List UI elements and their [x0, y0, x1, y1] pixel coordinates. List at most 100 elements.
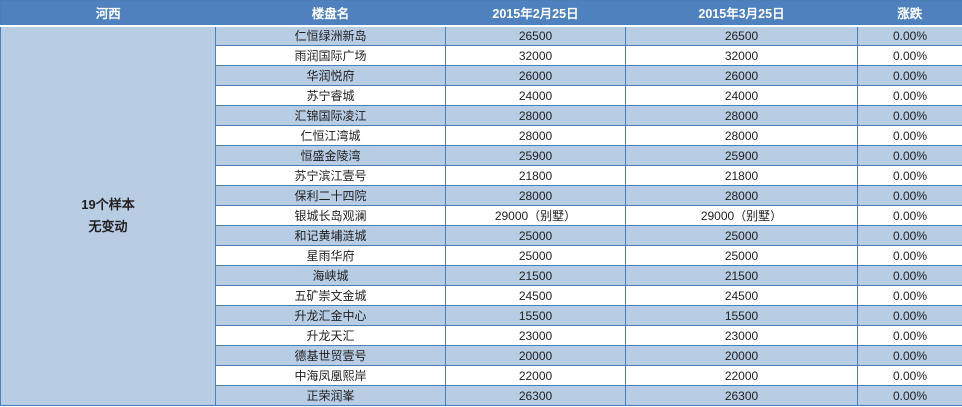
property-name-cell: 仁恒绿洲新岛 [215, 25, 446, 46]
price-mar-cell: 29000（别墅） [625, 205, 858, 226]
table-row: 恒盛金陵湾 25900 25900 0.00% [1, 145, 962, 166]
change-cell: 0.00% [857, 25, 962, 46]
header-date-feb: 2015年2月25日 [445, 0, 626, 27]
price-feb-cell: 32000 [445, 45, 626, 66]
price-feb-cell: 29000（别墅） [445, 205, 626, 226]
change-cell: 0.00% [857, 225, 962, 246]
property-name-cell: 恒盛金陵湾 [215, 145, 446, 166]
change-cell: 0.00% [857, 105, 962, 126]
header-change: 涨跌 [857, 0, 962, 27]
price-mar-cell: 32000 [625, 45, 858, 66]
header-region: 河西 [0, 0, 216, 27]
price-feb-cell: 26000 [445, 65, 626, 86]
table-row: 汇锦国际凌江 28000 28000 0.00% [1, 105, 962, 126]
price-feb-cell: 23000 [445, 325, 626, 346]
property-name-cell: 华润悦府 [215, 65, 446, 86]
region-summary-cell: 19个样本无变动 [0, 25, 216, 406]
change-cell: 0.00% [857, 245, 962, 266]
price-mar-cell: 24500 [625, 285, 858, 306]
price-feb-cell: 28000 [445, 125, 626, 146]
change-cell: 0.00% [857, 285, 962, 306]
price-mar-cell: 26500 [625, 25, 858, 46]
price-feb-cell: 25000 [445, 245, 626, 266]
price-feb-cell: 25000 [445, 225, 626, 246]
table-row: 19个样本 无变动 仁恒绿洲新岛 26500 26500 0.00% [0, 25, 962, 406]
change-cell: 0.00% [857, 265, 962, 286]
table-row: 升龙汇金中心 15500 15500 0.00% [1, 305, 962, 326]
property-name-cell: 升龙汇金中心 [215, 305, 446, 326]
price-feb-cell: 22000 [445, 365, 626, 386]
property-name-cell: 中海凤凰熙岸 [215, 365, 446, 386]
price-mar-cell: 24000 [625, 85, 858, 106]
property-name-cell: 升龙天汇 [215, 325, 446, 346]
price-mar-cell: 15500 [625, 305, 858, 326]
price-mar-cell: 28000 [625, 125, 858, 146]
price-mar-cell: 20000 [625, 345, 858, 366]
summary-line: 无变动 [88, 218, 128, 234]
change-cell: 0.00% [857, 365, 962, 386]
price-mar-cell: 22000 [625, 365, 858, 386]
property-name-cell: 苏宁睿城 [215, 85, 446, 106]
change-cell: 0.00% [857, 85, 962, 106]
change-cell: 0.00% [857, 185, 962, 206]
table-row: 雨润国际广场 32000 32000 0.00% [1, 45, 962, 66]
price-mar-cell: 25000 [625, 245, 858, 266]
table-row: 仁恒江湾城 28000 28000 0.00% [1, 125, 962, 146]
price-feb-cell: 24000 [445, 85, 626, 106]
header-row: 河西 楼盘名 2015年2月25日 2015年3月25日 涨跌 [0, 0, 962, 27]
price-feb-cell: 20000 [445, 345, 626, 366]
price-feb-cell: 21800 [445, 165, 626, 186]
price-mar-cell: 21500 [625, 265, 858, 286]
property-name-cell: 保利二十四院 [215, 185, 446, 206]
price-mar-cell: 28000 [625, 105, 858, 126]
property-name-cell: 海峡城 [215, 265, 446, 286]
price-mar-cell: 21800 [625, 165, 858, 186]
table-row: 苏宁睿城 24000 24000 0.00% [1, 85, 962, 106]
table-row: 中海凤凰熙岸 22000 22000 0.00% [1, 365, 962, 386]
price-feb-cell: 15500 [445, 305, 626, 326]
change-cell: 0.00% [857, 305, 962, 326]
price-mar-cell: 28000 [625, 185, 858, 206]
change-cell: 0.00% [857, 145, 962, 166]
property-name-cell: 和记黄埔涟城 [215, 225, 446, 246]
property-name-cell: 仁恒江湾城 [215, 125, 446, 146]
table-row: 星雨华府 25000 25000 0.00% [1, 245, 962, 266]
price-feb-cell: 28000 [445, 185, 626, 206]
price-mar-cell: 26300 [625, 385, 858, 406]
change-cell: 0.00% [857, 45, 962, 66]
price-mar-cell: 26000 [625, 65, 858, 86]
price-feb-cell: 28000 [445, 105, 626, 126]
change-cell: 0.00% [857, 325, 962, 346]
table-row: 正荣润峯 26300 26300 0.00% [1, 385, 962, 406]
change-cell: 0.00% [857, 385, 962, 406]
price-feb-cell: 24500 [445, 285, 626, 306]
header-property-name: 楼盘名 [215, 0, 446, 27]
table-header: 河西 楼盘名 2015年2月25日 2015年3月25日 涨跌 [0, 0, 962, 27]
property-name-cell: 星雨华府 [215, 245, 446, 266]
summary-line: 19个样本 [81, 196, 135, 212]
price-feb-cell: 25900 [445, 145, 626, 166]
table-row: 和记黄埔涟城 25000 25000 0.00% [1, 225, 962, 246]
change-cell: 0.00% [857, 125, 962, 146]
property-name-cell: 五矿崇文金城 [215, 285, 446, 306]
price-mar-cell: 23000 [625, 325, 858, 346]
table-row: 银城长岛观澜 29000（别墅） 29000（别墅） 0.00% [1, 205, 962, 226]
change-cell: 0.00% [857, 205, 962, 226]
property-name-cell: 雨润国际广场 [215, 45, 446, 66]
change-cell: 0.00% [857, 345, 962, 366]
price-mar-cell: 25000 [625, 225, 858, 246]
property-name-cell: 银城长岛观澜 [215, 205, 446, 226]
table-row: 保利二十四院 28000 28000 0.00% [1, 185, 962, 206]
price-feb-cell: 26500 [445, 25, 626, 46]
price-feb-cell: 26300 [445, 385, 626, 406]
change-cell: 0.00% [857, 65, 962, 86]
header-date-mar: 2015年3月25日 [625, 0, 858, 27]
table-row: 升龙天汇 23000 23000 0.00% [1, 325, 962, 346]
table-row: 苏宁滨江壹号 21800 21800 0.00% [1, 165, 962, 186]
property-name-cell: 德基世贸壹号 [215, 345, 446, 366]
property-name-cell: 苏宁滨江壹号 [215, 165, 446, 186]
price-feb-cell: 21500 [445, 265, 626, 286]
property-name-cell: 正荣润峯 [215, 385, 446, 406]
table-row: 五矿崇文金城 24500 24500 0.00% [1, 285, 962, 306]
